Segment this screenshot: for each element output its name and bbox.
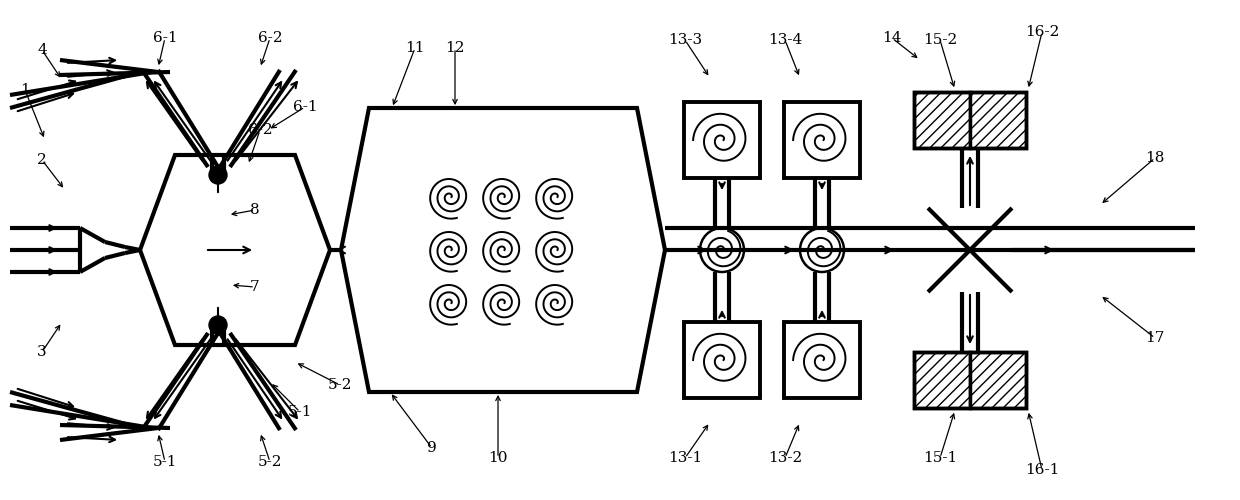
Bar bbox=[784, 102, 861, 178]
Text: 5-1: 5-1 bbox=[288, 405, 312, 419]
Text: 4: 4 bbox=[37, 43, 47, 57]
Text: 10: 10 bbox=[489, 451, 507, 465]
Text: 9: 9 bbox=[427, 441, 436, 455]
Bar bbox=[914, 92, 970, 148]
Text: 5-2: 5-2 bbox=[258, 455, 283, 469]
Text: 13-2: 13-2 bbox=[768, 451, 802, 465]
Text: 8: 8 bbox=[250, 203, 260, 217]
Bar bbox=[914, 352, 970, 408]
Text: 17: 17 bbox=[1146, 331, 1164, 345]
Bar bbox=[684, 102, 760, 178]
Bar bbox=[914, 352, 1025, 408]
Text: 13-4: 13-4 bbox=[768, 33, 802, 47]
Text: 6-1: 6-1 bbox=[153, 31, 177, 45]
Bar bbox=[914, 92, 1025, 148]
Text: 15-1: 15-1 bbox=[923, 451, 957, 465]
Text: 7: 7 bbox=[250, 280, 260, 294]
Text: 6-2: 6-2 bbox=[258, 31, 283, 45]
Text: 12: 12 bbox=[445, 41, 465, 55]
Text: 2: 2 bbox=[37, 153, 47, 167]
Bar bbox=[684, 322, 760, 398]
Text: 16-2: 16-2 bbox=[1024, 25, 1059, 39]
Text: 6-2: 6-2 bbox=[248, 123, 273, 137]
Text: 18: 18 bbox=[1146, 151, 1164, 165]
Circle shape bbox=[210, 316, 227, 334]
Text: 5-1: 5-1 bbox=[153, 455, 177, 469]
Text: 15-2: 15-2 bbox=[923, 33, 957, 47]
Bar bbox=[784, 322, 861, 398]
Bar bbox=[970, 92, 1025, 148]
Text: 1: 1 bbox=[20, 83, 30, 97]
Text: 11: 11 bbox=[405, 41, 425, 55]
Circle shape bbox=[210, 166, 227, 184]
Text: 3: 3 bbox=[37, 345, 47, 359]
Text: 13-3: 13-3 bbox=[668, 33, 702, 47]
Bar bbox=[970, 352, 1025, 408]
Text: 16-1: 16-1 bbox=[1024, 463, 1059, 477]
Text: 6-1: 6-1 bbox=[293, 100, 317, 114]
Text: 13-1: 13-1 bbox=[668, 451, 702, 465]
Text: 5-2: 5-2 bbox=[327, 378, 352, 392]
Text: 14: 14 bbox=[882, 31, 901, 45]
